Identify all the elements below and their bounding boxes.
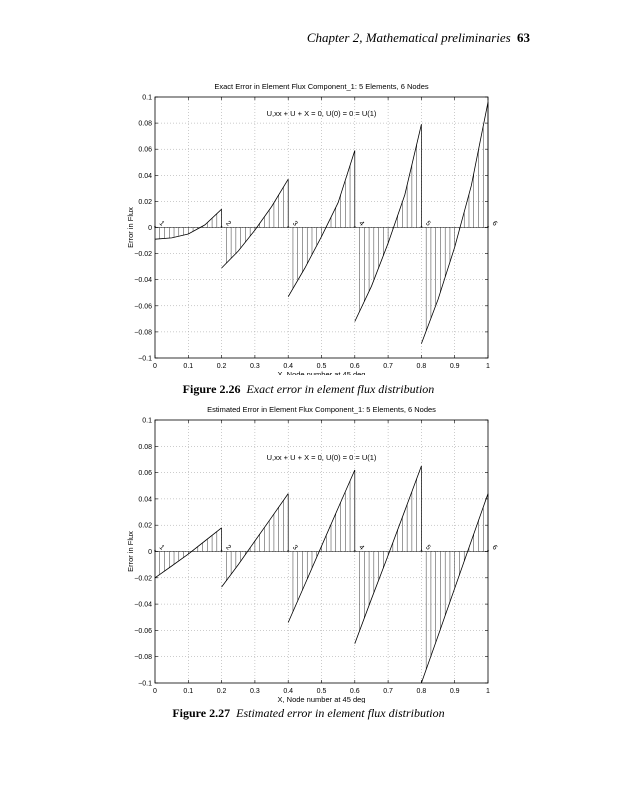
x-axis-label: X, Node number at 45 deg (278, 370, 366, 375)
estimated-error-chart: 0 0.1 0.2 0.3 0.4 0.5 0.6 0.7 0.8 0.9 1 0.1 0.08 0.06… (126, 405, 499, 703)
x-tick-label: 0.1 (183, 363, 193, 370)
node-label: 5 (424, 544, 432, 552)
node-label: 4 (357, 220, 365, 228)
node-marker: * (420, 550, 423, 556)
y-tick-label: −0.1 (138, 356, 152, 363)
node-marker: * (220, 550, 223, 556)
x-tick-label: 0.7 (383, 363, 393, 370)
node-label: 5 (424, 220, 432, 228)
y-tick-label: −0.06 (134, 628, 152, 635)
x-tick-label: 0.3 (250, 688, 260, 695)
y-tick-label: 0.06 (138, 470, 152, 477)
x-tick-label: 0.1 (183, 688, 193, 695)
series-line (287, 469, 356, 623)
y-tick-label: 0.04 (138, 173, 152, 180)
node-label: 6 (491, 220, 499, 228)
y-tick-label: 0 (148, 549, 152, 556)
y-tick-label: −0.04 (134, 277, 152, 284)
node-marker: * (287, 550, 290, 556)
caption-text: Exact error in element flux distribution (246, 382, 435, 396)
y-tick-label: −0.08 (134, 654, 152, 661)
y-axis-label: Error in Flux (126, 207, 135, 248)
series-line (154, 208, 222, 240)
x-tick-label: 1 (486, 363, 490, 370)
x-axis-label: X, Node number at 45 deg (278, 695, 366, 703)
figure-2-27-caption: Figure 2.27 Estimated error in element f… (0, 706, 617, 721)
node-label: 6 (491, 544, 499, 552)
figure-2-26: 0 0.1 0.2 0.3 0.4 0.5 0.6 0.7 0.8 0.9 1 0.1 0.08 0.06… (0, 75, 617, 375)
y-tick-label: −0.02 (134, 251, 152, 258)
figure-2-26-caption: Figure 2.26 Exact error in element flux … (0, 382, 617, 397)
node-label: 3 (291, 220, 299, 228)
x-tick-label: 0.4 (283, 363, 293, 370)
x-tick-label: 0.4 (283, 688, 293, 695)
x-tick-label: 0.5 (317, 363, 327, 370)
node-marker: * (354, 550, 357, 556)
series-line (354, 124, 422, 322)
node-marker: * (220, 226, 223, 232)
node-marker: * (487, 550, 490, 556)
y-tick-label: −0.1 (138, 681, 152, 688)
node-marker: * (154, 226, 157, 232)
x-tick-label: 0.8 (417, 363, 427, 370)
node-marker: * (487, 226, 490, 232)
x-tick-label: 0.7 (383, 688, 393, 695)
node-label: 1 (158, 220, 166, 228)
x-tick-label: 0.9 (450, 363, 460, 370)
y-tick-label: 0.08 (138, 121, 152, 128)
figure-2-27: 0 0.1 0.2 0.3 0.4 0.5 0.6 0.7 0.8 0.9 1 0.1 0.08 0.06… (0, 398, 617, 703)
y-axis-label: Error in Flux (126, 531, 135, 572)
caption-text: Estimated error in element flux distribu… (236, 706, 445, 720)
node-label: 1 (158, 544, 166, 552)
caption-number: Figure 2.27 (172, 706, 231, 720)
x-tick-label: 1 (486, 688, 490, 695)
y-tick-label: 0.02 (138, 523, 152, 530)
node-marker: * (420, 226, 423, 232)
x-tick-label: 0.8 (417, 688, 427, 695)
x-tick-label: 0.6 (350, 688, 360, 695)
x-tick-label: 0.3 (250, 363, 260, 370)
chart-annotation: U,xx + U + X = 0, U(0) = 0 = U(1) (267, 453, 377, 462)
exact-error-chart: 0 0.1 0.2 0.3 0.4 0.5 0.6 0.7 0.8 0.9 1 0.1 0.08 0.06… (126, 82, 499, 375)
y-tick-label: −0.02 (134, 575, 152, 582)
y-tick-label: −0.06 (134, 303, 152, 310)
x-tick-label: 0 (153, 688, 157, 695)
y-tick-label: 0.04 (138, 496, 152, 503)
x-tick-label: 0.2 (217, 688, 227, 695)
node-label: 2 (224, 544, 232, 552)
page-number: 63 (517, 30, 530, 45)
x-tick-label: 0.6 (350, 363, 360, 370)
chapter-head: Chapter 2, Mathematical preliminaries (306, 30, 511, 45)
node-marker: * (154, 550, 157, 556)
node-marker: * (354, 226, 357, 232)
x-tick-label: 0 (153, 363, 157, 370)
x-tick-label: 0.2 (217, 363, 227, 370)
running-head: Chapter 2, Mathematical preliminaries 63 (307, 30, 530, 46)
chart-annotation: U,xx + U + X = 0, U(0) = 0 = U(1) (267, 109, 377, 118)
y-tick-label: −0.08 (134, 329, 152, 336)
node-marker: * (287, 226, 290, 232)
y-tick-label: 0.06 (138, 147, 152, 154)
caption-number: Figure 2.26 (182, 382, 241, 396)
y-tick-label: 0.02 (138, 199, 152, 206)
y-tick-label: 0.08 (138, 444, 152, 451)
x-tick-label: 0.9 (450, 688, 460, 695)
y-tick-label: −0.04 (134, 602, 152, 609)
series-line (421, 102, 489, 344)
chart-title: Estimated Error in Element Flux Componen… (207, 405, 436, 414)
chart-title: Exact Error in Element Flux Component_1:… (214, 82, 429, 91)
node-label: 3 (291, 544, 299, 552)
y-tick-label: 0 (148, 225, 152, 232)
node-label: 2 (224, 220, 232, 228)
node-label: 4 (357, 544, 365, 552)
y-tick-label: 0.1 (142, 418, 152, 425)
y-tick-label: 0.1 (142, 95, 152, 102)
x-tick-label: 0.5 (317, 688, 327, 695)
